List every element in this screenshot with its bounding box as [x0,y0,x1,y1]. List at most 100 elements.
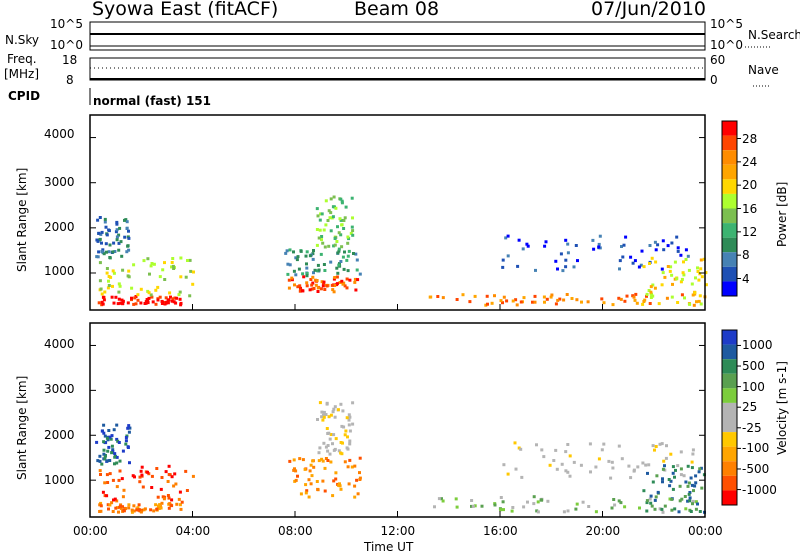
power-gate-cell [319,212,323,216]
power-gate-cell [179,256,183,260]
velocity-gate-cell [688,499,692,503]
velocity-gate-cell [332,433,336,437]
velocity-colorbar-tick-label: -25 [742,420,762,435]
power-gate-cell [516,264,520,268]
nsearch-tick-top: 10^5 [710,17,743,31]
cpid-label: CPID [8,89,41,103]
velocity-gate-cell [346,465,350,469]
power-gate-cell [147,291,151,295]
power-gate-cell [533,294,537,298]
power-gate-cell [618,267,621,271]
power-gate-cell [680,277,684,281]
velocity-gate-cell [594,510,598,514]
power-gate-cell [669,265,673,269]
velocity-colorbar-segment [722,490,737,505]
power-gate-cell [285,249,289,253]
power-gate-cell [148,272,151,276]
power-gate-cell [118,284,122,288]
power-gate-cell [125,227,129,230]
velocity-colorbar-segment [722,388,737,403]
velocity-colorbar-tick-label: -500 [742,461,770,476]
power-gate-cell [149,293,153,297]
power-gate-cell [192,270,195,274]
velocity-gate-cell [115,437,119,441]
velocity-gate-cell [113,452,117,456]
velocity-gate-cell [321,418,325,422]
power-gate-cell [345,286,349,290]
velocity-gate-cell [689,476,693,480]
power-gate-cell [320,238,323,242]
power-gate-cell [351,233,355,237]
velocity-gate-cell [170,504,174,508]
velocity-gate-cell [650,504,654,508]
power-gate-cell [352,252,355,255]
power-gate-cell [506,234,510,238]
velocity-gate-cell [699,466,703,470]
velocity-gate-cell [132,504,136,508]
power-gate-cell [698,294,702,298]
power-gate-cell [490,301,494,305]
power-gate-cell [332,195,336,199]
power-gate-cell [119,240,123,244]
velocity-gate-cell [98,469,102,473]
power-gate-cell [105,271,109,275]
velocity-gate-cell [341,409,345,413]
power-gate-cell [312,287,316,290]
power-gate-cell [504,236,508,240]
power-gate-cell [356,278,360,282]
power-gate-cell [564,238,568,242]
power-gate-cell [336,271,340,275]
velocity-gate-cell [320,457,324,461]
power-gate-cell [654,248,658,252]
velocity-gate-cell [113,455,117,459]
velocity-gate-cell [440,497,443,501]
velocity-gate-cell [95,440,99,444]
power-gate-cell [188,258,192,262]
power-gate-cell [600,297,604,301]
velocity-gate-cell [658,442,662,446]
velocity-gate-cell [113,462,116,466]
x-tick-label: 20:00 [585,524,621,538]
velocity-gate-cell [688,496,692,500]
power-ytick-3000: 3000 [44,175,75,189]
velocity-gate-cell [324,445,328,449]
power-gate-cell [107,284,111,287]
velocity-gate-cell [115,485,119,489]
power-gate-cell [296,255,300,259]
power-gate-cell [114,295,118,299]
velocity-gate-cell [346,447,350,451]
velocity-gate-cell [111,448,115,452]
velocity-gate-cell [686,484,690,488]
power-gate-cell [566,251,570,255]
power-gate-cell [338,217,342,221]
velocity-gate-cell [656,490,660,494]
velocity-gate-cell [668,497,672,501]
velocity-gate-cell [128,461,131,465]
velocity-gate-cell [132,509,136,513]
velocity-gate-cell [355,478,359,482]
velocity-gate-cell [671,465,675,469]
power-gate-cell [343,216,347,220]
velocity-gate-cell [690,466,694,470]
power-gate-cell [694,276,697,280]
power-gate-cell [354,252,358,256]
velocity-gate-cell [113,497,117,501]
velocity-gate-cell [108,459,112,462]
power-gate-cell [322,228,326,232]
velocity-gate-cell [499,508,503,512]
velocity-gate-cell [107,507,110,511]
velocity-gate-cell [111,478,115,482]
power-gate-cell [149,264,153,268]
power-gate-cell [173,296,177,300]
velocity-colorbar-tick-label: 500 [742,359,765,374]
power-gate-cell [499,299,503,303]
power-gate-cell [333,276,337,279]
velocity-gate-cell [292,468,296,472]
power-gate-cell [132,302,136,306]
power-gate-cell [648,302,652,305]
velocity-gate-cell [347,423,351,427]
power-gate-cell [617,296,621,300]
velocity-gate-cell [690,483,694,487]
velocity-gate-cell [353,464,357,468]
power-gate-cell [168,291,172,295]
